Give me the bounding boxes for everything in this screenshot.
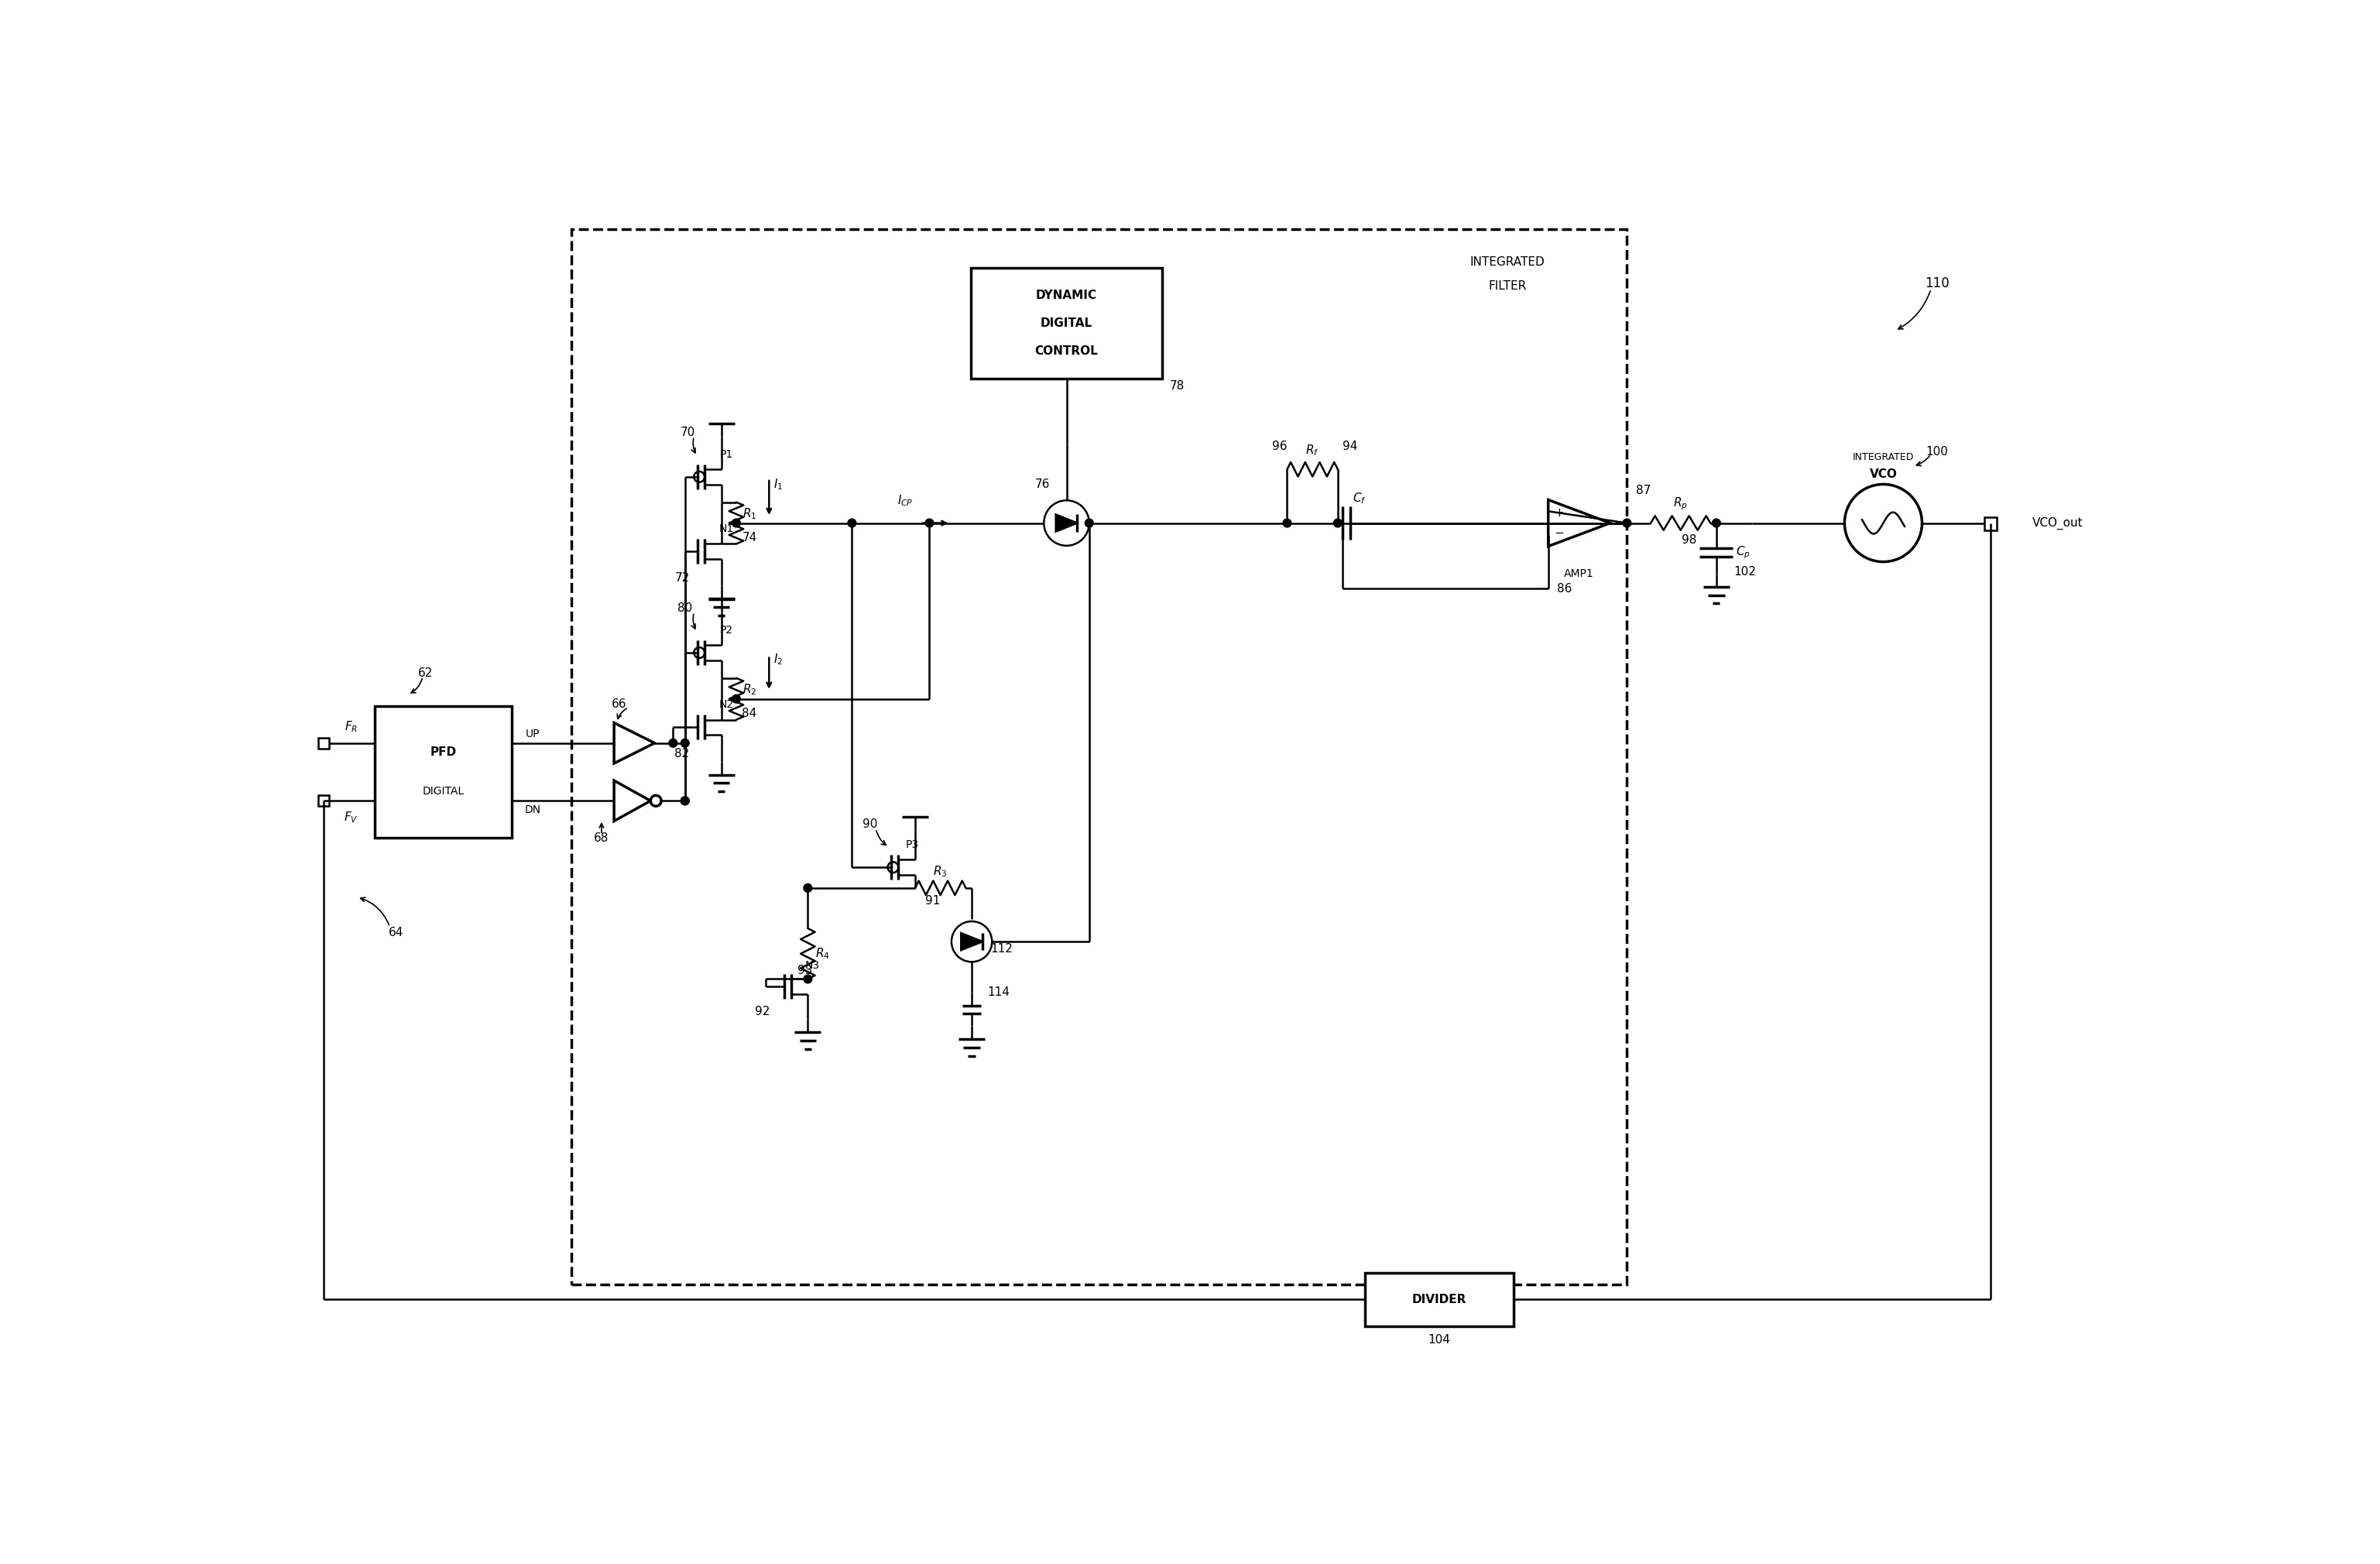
Text: 66: 66 bbox=[612, 699, 626, 710]
Text: 98: 98 bbox=[1683, 533, 1697, 546]
Circle shape bbox=[952, 921, 992, 962]
Text: 94: 94 bbox=[1342, 441, 1357, 452]
Text: N3: N3 bbox=[804, 960, 821, 971]
Circle shape bbox=[1045, 500, 1090, 546]
Text: DIGITAL: DIGITAL bbox=[424, 787, 464, 798]
Polygon shape bbox=[1549, 500, 1611, 546]
Text: 74: 74 bbox=[743, 532, 757, 544]
Circle shape bbox=[695, 471, 704, 482]
Text: P1: P1 bbox=[721, 449, 733, 460]
Text: AMP1: AMP1 bbox=[1564, 568, 1595, 579]
Bar bbox=[319, 796, 328, 805]
Text: N1: N1 bbox=[719, 524, 733, 535]
Circle shape bbox=[733, 519, 740, 527]
Text: DN: DN bbox=[526, 804, 540, 815]
Polygon shape bbox=[1057, 515, 1078, 532]
Text: $R_4$: $R_4$ bbox=[816, 946, 831, 960]
Text: 87: 87 bbox=[1635, 485, 1652, 496]
Text: 93: 93 bbox=[797, 965, 812, 976]
Text: INTEGRATED: INTEGRATED bbox=[1471, 256, 1545, 267]
Text: 76: 76 bbox=[1035, 479, 1050, 490]
Bar bbox=[1364, 1273, 1514, 1326]
Text: N2: N2 bbox=[719, 699, 733, 710]
Circle shape bbox=[888, 862, 897, 873]
Text: $I_{CP}$: $I_{CP}$ bbox=[897, 493, 914, 508]
Circle shape bbox=[1711, 519, 1721, 527]
Text: P2: P2 bbox=[721, 624, 733, 635]
Text: $R_3$: $R_3$ bbox=[933, 863, 947, 879]
Text: $F_R$: $F_R$ bbox=[345, 719, 357, 734]
Text: DYNAMIC: DYNAMIC bbox=[1035, 289, 1097, 302]
Circle shape bbox=[650, 796, 662, 805]
Text: 86: 86 bbox=[1557, 583, 1571, 594]
Text: 96: 96 bbox=[1273, 441, 1288, 452]
Text: $C_p$: $C_p$ bbox=[1735, 544, 1752, 561]
Text: 114: 114 bbox=[988, 987, 1009, 998]
Circle shape bbox=[1844, 485, 1923, 561]
Text: 104: 104 bbox=[1428, 1334, 1449, 1345]
Text: DIGITAL: DIGITAL bbox=[1040, 317, 1092, 328]
Polygon shape bbox=[962, 934, 983, 951]
Text: 90: 90 bbox=[862, 818, 878, 830]
Bar bbox=[971, 267, 1161, 378]
Text: 112: 112 bbox=[990, 943, 1014, 954]
Text: 84: 84 bbox=[743, 708, 757, 719]
Text: UP: UP bbox=[526, 729, 540, 740]
Text: 70: 70 bbox=[681, 427, 695, 438]
Text: DIVIDER: DIVIDER bbox=[1411, 1293, 1466, 1306]
Bar bbox=[319, 738, 328, 749]
Text: $R_1$: $R_1$ bbox=[743, 507, 757, 521]
Text: −: − bbox=[1554, 527, 1564, 538]
Text: 64: 64 bbox=[388, 927, 402, 938]
Circle shape bbox=[1333, 519, 1342, 527]
Text: 110: 110 bbox=[1925, 277, 1949, 289]
Circle shape bbox=[1085, 519, 1092, 527]
Circle shape bbox=[681, 796, 690, 805]
Text: VCO_out: VCO_out bbox=[2033, 516, 2082, 529]
Text: $F_V$: $F_V$ bbox=[345, 810, 359, 824]
Bar bbox=[571, 230, 1628, 1284]
Circle shape bbox=[695, 647, 704, 658]
Text: 78: 78 bbox=[1169, 380, 1185, 391]
Text: $I_1$: $I_1$ bbox=[774, 477, 783, 491]
Text: P3: P3 bbox=[904, 840, 919, 851]
Circle shape bbox=[847, 519, 857, 527]
Text: $R_2$: $R_2$ bbox=[743, 683, 757, 698]
Circle shape bbox=[926, 519, 933, 527]
Text: 62: 62 bbox=[419, 668, 433, 679]
Text: 80: 80 bbox=[678, 602, 693, 613]
Text: FILTER: FILTER bbox=[1488, 280, 1526, 292]
Text: VCO: VCO bbox=[1868, 468, 1897, 480]
Circle shape bbox=[804, 974, 812, 984]
Text: CONTROL: CONTROL bbox=[1035, 346, 1097, 357]
Text: +: + bbox=[1554, 507, 1564, 519]
Text: INTEGRATED: INTEGRATED bbox=[1852, 452, 1914, 463]
Text: 68: 68 bbox=[595, 832, 609, 843]
Bar bbox=[376, 707, 512, 837]
Polygon shape bbox=[614, 723, 654, 763]
Text: 92: 92 bbox=[754, 1006, 771, 1018]
Bar bbox=[1985, 518, 1997, 530]
Text: $I_2$: $I_2$ bbox=[774, 652, 783, 666]
Text: 100: 100 bbox=[1925, 446, 1949, 457]
Circle shape bbox=[804, 884, 812, 891]
Text: $C_f$: $C_f$ bbox=[1352, 491, 1366, 505]
Text: 72: 72 bbox=[674, 572, 690, 583]
Circle shape bbox=[669, 738, 678, 748]
Circle shape bbox=[1623, 519, 1630, 527]
Circle shape bbox=[1283, 519, 1292, 527]
Text: 102: 102 bbox=[1733, 566, 1756, 577]
Text: 82: 82 bbox=[674, 748, 690, 760]
Polygon shape bbox=[614, 780, 650, 821]
Text: $R_f$: $R_f$ bbox=[1307, 443, 1319, 458]
Text: 91: 91 bbox=[926, 895, 940, 907]
Circle shape bbox=[681, 796, 690, 805]
Text: $R_p$: $R_p$ bbox=[1673, 496, 1687, 511]
Circle shape bbox=[733, 694, 740, 704]
Text: PFD: PFD bbox=[431, 746, 457, 759]
Circle shape bbox=[681, 738, 690, 748]
